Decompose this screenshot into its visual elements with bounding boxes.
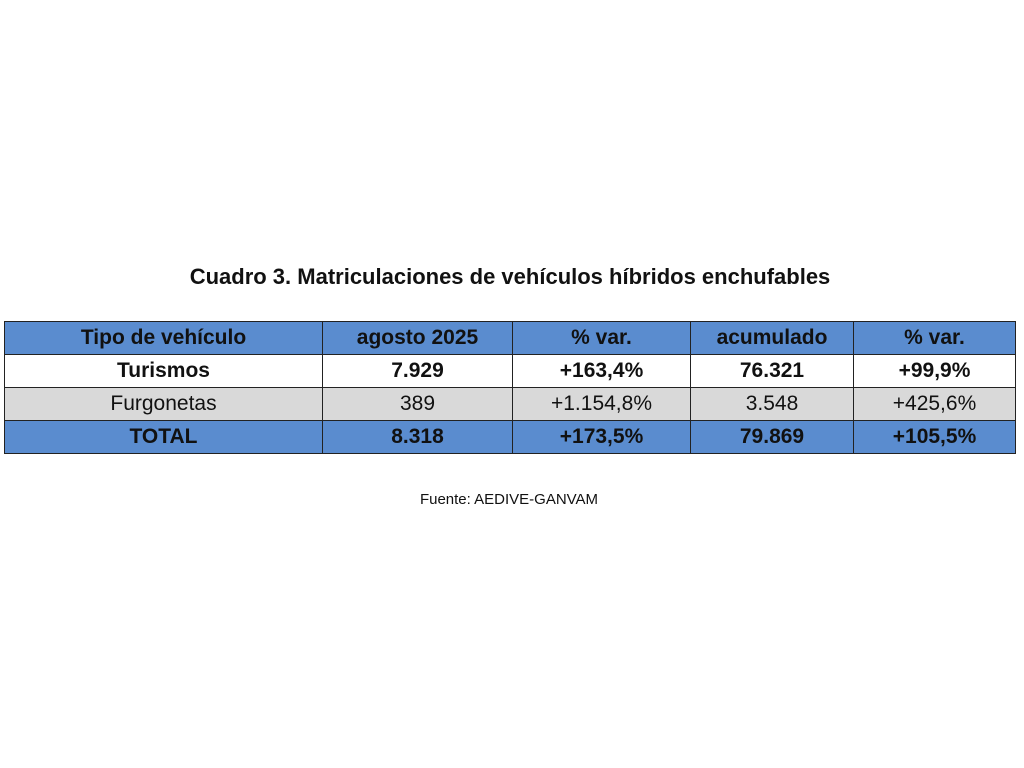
table-row: Turismos 7.929 +163,4% 76.321 +99,9% <box>4 354 1016 388</box>
table-cell: +173,5% <box>512 420 691 454</box>
header-cell: % var. <box>512 321 691 355</box>
table-cell: +425,6% <box>853 387 1016 421</box>
table-cell: TOTAL <box>4 420 323 454</box>
header-row: Tipo de vehículo agosto 2025 % var. acum… <box>4 321 1016 355</box>
table-cell: 7.929 <box>322 354 513 388</box>
table-cell: Furgonetas <box>4 387 323 421</box>
table-title: Cuadro 3. Matriculaciones de vehículos h… <box>189 264 831 289</box>
table-cell: Turismos <box>4 354 323 388</box>
header-cell: agosto 2025 <box>322 321 513 355</box>
table-cell: 76.321 <box>690 354 854 388</box>
header-cell: Tipo de vehículo <box>4 321 323 355</box>
table-cell: +1.154,8% <box>512 387 691 421</box>
header-cell: % var. <box>853 321 1016 355</box>
table-cell: 389 <box>322 387 513 421</box>
table-row: TOTAL 8.318 +173,5% 79.869 +105,5% <box>4 420 1016 454</box>
table-cell: +105,5% <box>853 420 1016 454</box>
table-cell: 3.548 <box>690 387 854 421</box>
table-cell: 79.869 <box>690 420 854 454</box>
source-note: Fuente: AEDIVE-GANVAM <box>419 491 599 508</box>
table-cell: 8.318 <box>322 420 513 454</box>
table-cell: +99,9% <box>853 354 1016 388</box>
table-body: Turismos 7.929 +163,4% 76.321 +99,9% Furgonet… <box>4 354 1016 454</box>
table-cell: +163,4% <box>512 354 691 388</box>
table-row: Furgonetas 389 +1.154,8% 3.548 +425,6% <box>4 387 1016 421</box>
data-table: Tipo de vehículo agosto 2025 % var. acum… <box>4 321 1016 454</box>
header-cell: acumulado <box>690 321 854 355</box>
